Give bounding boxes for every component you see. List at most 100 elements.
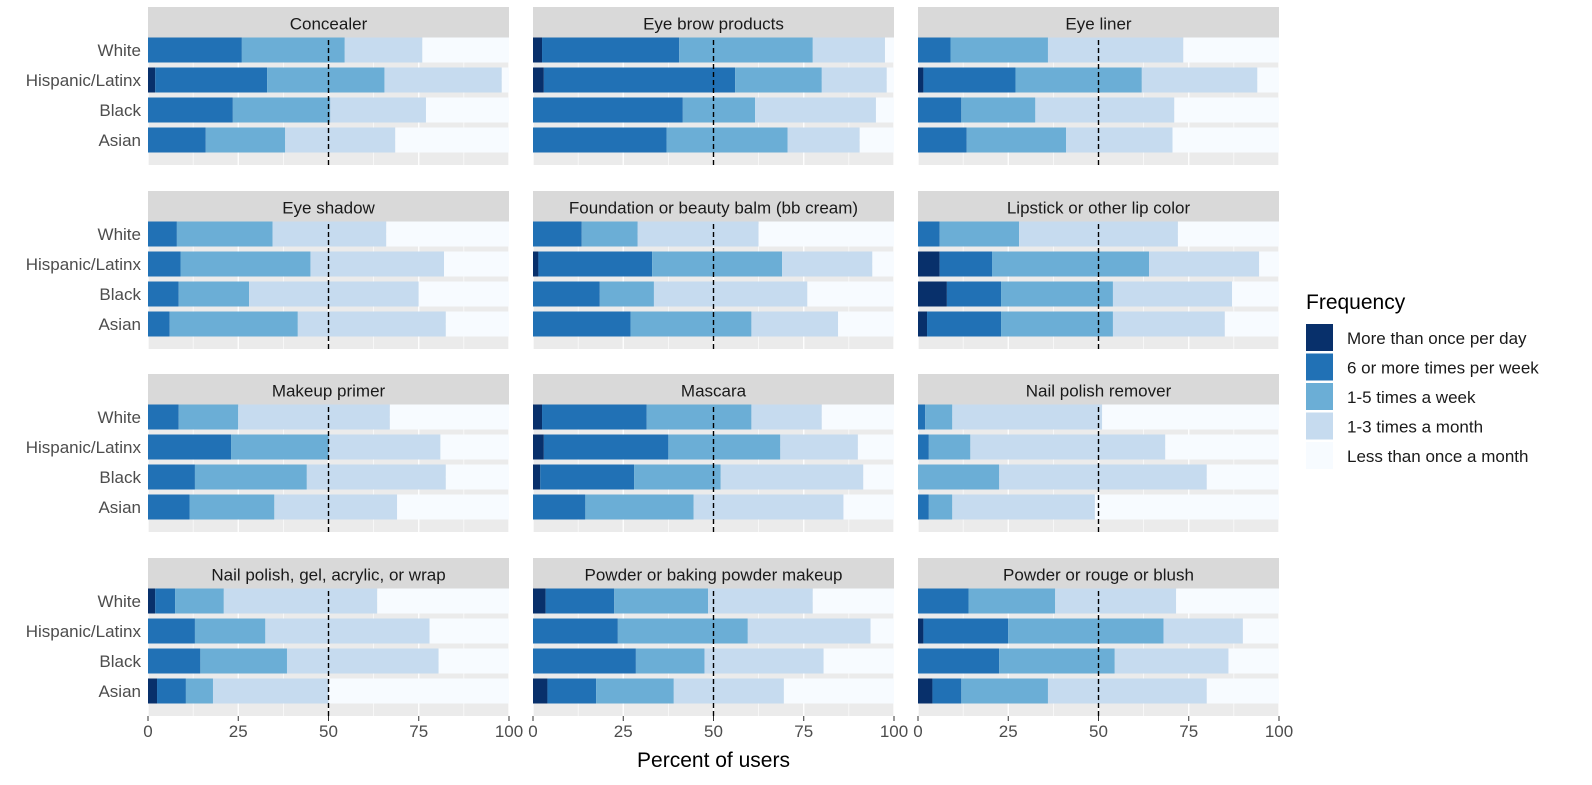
bar-concealer-hispanic-latinx-6-or-more-times-per-week xyxy=(155,67,268,93)
bar-lipstick-or-other-lip-color-asian-more-than-once-per-day xyxy=(918,311,928,337)
bar-powder-or-baking-powder-makeup-asian-1-5-times-a-week xyxy=(596,678,674,704)
bar-eye-liner-hispanic-latinx-1-3-times-a-month xyxy=(1141,67,1258,93)
bar-lipstick-or-other-lip-color-asian-1-5-times-a-week xyxy=(1001,311,1113,337)
bar-nail-polish-gel-acrylic-or-wrap-asian-6-or-more-times-per-week xyxy=(157,678,186,704)
bar-eye-brow-products-asian-less-than-once-a-month xyxy=(859,127,894,153)
bar-lipstick-or-other-lip-color-black-1-3-times-a-month xyxy=(1112,281,1233,307)
bar-foundation-or-beauty-balm-bb-cream-asian-6-or-more-times-per-week xyxy=(533,311,631,337)
bar-powder-or-baking-powder-makeup-black-6-or-more-times-per-week xyxy=(533,648,636,674)
bar-mascara-hispanic-latinx-more-than-once-per-day xyxy=(533,434,544,460)
panel-strip-powder-or-rouge-or-blush xyxy=(918,558,1279,591)
bar-eye-liner-asian-less-than-once-a-month xyxy=(1172,127,1279,153)
x-axis-title: Percent of users xyxy=(637,749,790,772)
y-tick-label-white-row-1: White xyxy=(98,41,141,60)
bar-nail-polish-gel-acrylic-or-wrap-white-6-or-more-times-per-week xyxy=(155,588,176,614)
bar-eye-brow-products-white-6-or-more-times-per-week xyxy=(542,37,680,63)
bar-eye-brow-products-black-1-5-times-a-week xyxy=(682,97,756,123)
bar-eye-liner-white-6-or-more-times-per-week xyxy=(918,37,951,63)
bar-nail-polish-remover-hispanic-latinx-1-5-times-a-week xyxy=(928,434,971,460)
bar-eye-liner-asian-1-3-times-a-month xyxy=(1066,127,1173,153)
bar-eye-shadow-black-less-than-once-a-month xyxy=(418,281,509,307)
y-tick-label-white-row-3: White xyxy=(98,408,141,427)
bar-powder-or-baking-powder-makeup-white-more-than-once-per-day xyxy=(533,588,546,614)
bar-foundation-or-beauty-balm-bb-cream-hispanic-latinx-more-than-once-per-day xyxy=(533,251,539,277)
bar-powder-or-rouge-or-blush-hispanic-latinx-less-than-once-a-month xyxy=(1242,618,1279,644)
bar-foundation-or-beauty-balm-bb-cream-black-1-3-times-a-month xyxy=(653,281,808,307)
bar-foundation-or-beauty-balm-bb-cream-asian-less-than-once-a-month xyxy=(838,311,894,337)
bar-foundation-or-beauty-balm-bb-cream-asian-1-3-times-a-month xyxy=(751,311,839,337)
bar-concealer-hispanic-latinx-less-than-once-a-month xyxy=(501,67,509,93)
bar-powder-or-baking-powder-makeup-hispanic-latinx-1-3-times-a-month xyxy=(747,618,871,644)
legend-label-1-3-times-a-month: 1-3 times a month xyxy=(1347,418,1483,437)
bar-lipstick-or-other-lip-color-asian-6-or-more-times-per-week xyxy=(927,311,1002,337)
bar-concealer-hispanic-latinx-more-than-once-per-day xyxy=(148,67,156,93)
panel-strip-eye-brow-products xyxy=(533,7,894,40)
bar-eye-brow-products-white-1-3-times-a-month xyxy=(812,37,885,63)
bar-makeup-primer-hispanic-latinx-1-3-times-a-month xyxy=(328,434,441,460)
bar-mascara-white-more-than-once-per-day xyxy=(533,404,543,430)
x-tick-label-0-col-2: 0 xyxy=(528,722,537,741)
bar-lipstick-or-other-lip-color-hispanic-latinx-6-or-more-times-per-week xyxy=(939,251,993,277)
bar-foundation-or-beauty-balm-bb-cream-white-6-or-more-times-per-week xyxy=(533,221,582,247)
bar-makeup-primer-hispanic-latinx-6-or-more-times-per-week xyxy=(148,434,232,460)
bar-nail-polish-gel-acrylic-or-wrap-hispanic-latinx-1-5-times-a-week xyxy=(194,618,266,644)
bar-eye-liner-hispanic-latinx-1-5-times-a-week xyxy=(1015,67,1142,93)
bar-eye-shadow-asian-6-or-more-times-per-week xyxy=(148,311,170,337)
bar-mascara-white-1-5-times-a-week xyxy=(646,404,752,430)
bar-mascara-black-1-5-times-a-week xyxy=(634,464,721,490)
bar-powder-or-rouge-or-blush-black-6-or-more-times-per-week xyxy=(918,648,1000,674)
bar-eye-brow-products-asian-1-3-times-a-month xyxy=(787,127,860,153)
panel-title-foundation-or-beauty-balm-bb-cream: Foundation or beauty balm (bb cream) xyxy=(569,199,858,218)
bar-eye-liner-white-1-5-times-a-week xyxy=(950,37,1048,63)
bar-nail-polish-gel-acrylic-or-wrap-black-less-than-once-a-month xyxy=(438,648,509,674)
bar-concealer-black-1-3-times-a-month xyxy=(330,97,426,123)
panel-strip-lipstick-or-other-lip-color xyxy=(918,191,1279,224)
bar-powder-or-baking-powder-makeup-hispanic-latinx-less-than-once-a-month xyxy=(870,618,894,644)
x-tick-label-50-col-3: 50 xyxy=(1089,722,1108,741)
bar-makeup-primer-black-less-than-once-a-month xyxy=(445,464,509,490)
bar-eye-brow-products-black-1-3-times-a-month xyxy=(755,97,876,123)
bar-powder-or-rouge-or-blush-hispanic-latinx-6-or-more-times-per-week xyxy=(923,618,1009,644)
bar-powder-or-rouge-or-blush-hispanic-latinx-1-3-times-a-month xyxy=(1163,618,1243,644)
bar-nail-polish-gel-acrylic-or-wrap-white-1-5-times-a-week xyxy=(175,588,224,614)
y-tick-label-hispanic-latinx-row-4: Hispanic/Latinx xyxy=(26,622,142,641)
bar-eye-shadow-black-1-5-times-a-week xyxy=(178,281,250,307)
x-tick-label-100-col-2: 100 xyxy=(880,722,908,741)
bar-powder-or-baking-powder-makeup-black-1-5-times-a-week xyxy=(635,648,705,674)
panel-title-powder-or-rouge-or-blush: Powder or rouge or blush xyxy=(1003,566,1194,585)
legend-label-1-5-times-a-week: 1-5 times a week xyxy=(1347,388,1476,407)
bar-eye-liner-black-1-5-times-a-week xyxy=(961,97,1036,123)
panel-title-lipstick-or-other-lip-color: Lipstick or other lip color xyxy=(1007,199,1191,218)
bar-eye-liner-asian-6-or-more-times-per-week xyxy=(918,127,967,153)
bar-powder-or-rouge-or-blush-black-less-than-once-a-month xyxy=(1228,648,1279,674)
bar-powder-or-baking-powder-makeup-white-1-5-times-a-week xyxy=(614,588,709,614)
bar-nail-polish-gel-acrylic-or-wrap-black-1-3-times-a-month xyxy=(286,648,439,674)
bar-eye-brow-products-black-6-or-more-times-per-week xyxy=(533,97,683,123)
panel-title-powder-or-baking-powder-makeup: Powder or baking powder makeup xyxy=(585,566,843,585)
y-tick-label-hispanic-latinx-row-3: Hispanic/Latinx xyxy=(26,438,142,457)
bar-mascara-hispanic-latinx-1-3-times-a-month xyxy=(780,434,858,460)
bar-foundation-or-beauty-balm-bb-cream-white-1-3-times-a-month xyxy=(637,221,759,247)
x-tick-label-0-col-3: 0 xyxy=(913,722,922,741)
bar-makeup-primer-black-1-3-times-a-month xyxy=(306,464,446,490)
bar-eye-shadow-black-1-3-times-a-month xyxy=(249,281,419,307)
bar-mascara-white-6-or-more-times-per-week xyxy=(542,404,647,430)
bar-nail-polish-gel-acrylic-or-wrap-asian-1-3-times-a-month xyxy=(212,678,329,704)
bar-mascara-hispanic-latinx-less-than-once-a-month xyxy=(857,434,894,460)
bar-lipstick-or-other-lip-color-black-6-or-more-times-per-week xyxy=(946,281,1002,307)
bar-mascara-asian-1-3-times-a-month xyxy=(693,494,844,520)
bar-nail-polish-gel-acrylic-or-wrap-black-6-or-more-times-per-week xyxy=(148,648,201,674)
bar-foundation-or-beauty-balm-bb-cream-hispanic-latinx-1-3-times-a-month xyxy=(782,251,873,277)
legend-key-1-3-times-a-month xyxy=(1306,412,1333,440)
bar-nail-polish-remover-white-1-5-times-a-week xyxy=(925,404,953,430)
bar-mascara-hispanic-latinx-6-or-more-times-per-week xyxy=(543,434,669,460)
bar-nail-polish-remover-black-less-than-once-a-month xyxy=(1206,464,1279,490)
bar-lipstick-or-other-lip-color-hispanic-latinx-less-than-once-a-month xyxy=(1259,251,1279,277)
bar-eye-brow-products-hispanic-latinx-1-3-times-a-month xyxy=(821,67,887,93)
y-tick-label-white-row-4: White xyxy=(98,592,141,611)
bar-eye-shadow-white-1-5-times-a-week xyxy=(176,221,273,247)
legend-key-1-5-times-a-week xyxy=(1306,383,1333,410)
bar-powder-or-rouge-or-blush-white-1-5-times-a-week xyxy=(968,588,1056,614)
bar-eye-brow-products-white-1-5-times-a-week xyxy=(679,37,813,63)
